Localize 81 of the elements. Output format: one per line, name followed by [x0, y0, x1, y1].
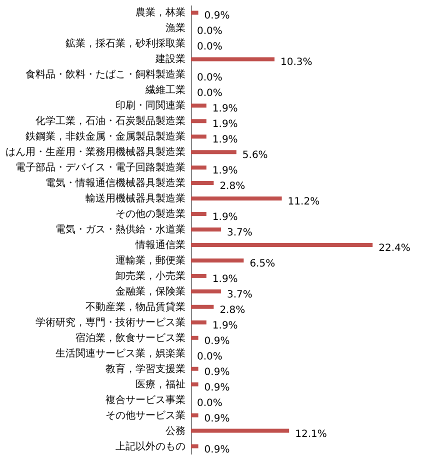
data-label: 5.6%	[242, 150, 268, 162]
bar	[191, 196, 282, 201]
y-tick-label: 宿泊業，飲食サービス業	[76, 332, 186, 344]
y-tick-label: 繊維工業	[144, 84, 186, 96]
y-tick-label: 医療，福祉	[136, 378, 186, 390]
y-tick-label: 複合サービス事業	[106, 394, 186, 406]
data-label: 1.9%	[212, 166, 238, 177]
y-tick-label: はん用・生産用・業務用機械器具製造業	[6, 146, 186, 158]
data-label: 1.9%	[212, 119, 238, 130]
y-tick-label: 輸送用機械器具製造業	[86, 192, 186, 205]
data-label: 0.9%	[204, 366, 230, 378]
y-tick-label: 上記以外のもの	[116, 440, 186, 452]
y-tick-label: 鉱業，採石業，砂利採取業	[66, 38, 186, 50]
y-tick-label: 建設業	[154, 53, 186, 66]
bar	[191, 104, 206, 108]
data-label: 0.9%	[204, 10, 230, 22]
data-label: 0.9%	[204, 382, 230, 394]
bar	[191, 242, 373, 247]
y-tick-label: 公務	[166, 424, 186, 437]
y-tick-label: 印刷・同関連業	[116, 100, 186, 112]
y-tick-label: 農業，林業	[136, 6, 186, 19]
bar	[191, 228, 221, 232]
y-tick-label: 電子部品・デバイス・電子回路製造業	[16, 162, 186, 174]
data-label: 0.0%	[197, 26, 222, 38]
data-label: 6.5%	[250, 258, 276, 270]
data-label: 0.0%	[197, 351, 222, 362]
y-tick-label: その他サービス業	[106, 409, 186, 422]
y-tick-label: 教育，学習支援業	[106, 362, 186, 375]
y-tick-label: 食料品・飲料・たばこ・飼料製造業	[26, 68, 186, 81]
bar	[191, 444, 198, 448]
y-tick-label: 生活関連サービス業，娯楽業	[56, 347, 186, 360]
data-label: 2.8%	[220, 304, 246, 316]
bar	[191, 320, 206, 324]
bar	[191, 150, 236, 154]
data-label: 1.9%	[212, 274, 238, 285]
bar	[191, 258, 244, 262]
bar	[191, 181, 214, 186]
data-label: 1.9%	[212, 320, 238, 332]
y-tick-label: 学術研究，専門・技術サービス業	[36, 316, 186, 328]
bar	[191, 366, 198, 371]
y-tick-label: 金融業，保険業	[116, 285, 186, 298]
data-label: 2.8%	[220, 181, 246, 192]
data-label: 0.9%	[204, 444, 230, 456]
data-label: 0.0%	[197, 42, 222, 53]
data-label: 1.9%	[212, 212, 238, 224]
data-label: 10.3%	[280, 57, 312, 68]
data-label: 3.7%	[226, 228, 252, 238]
data-label: 11.2%	[288, 196, 320, 208]
data-label: 0.0%	[197, 72, 222, 84]
bar	[191, 57, 275, 62]
data-label: 1.9%	[212, 134, 238, 146]
bar	[191, 413, 198, 418]
bar	[191, 166, 206, 170]
data-label: 0.0%	[197, 88, 222, 100]
bar	[191, 274, 206, 278]
y-tick-label: その他の製造業	[116, 208, 186, 220]
data-label: 3.7%	[226, 289, 252, 300]
data-label: 0.9%	[204, 336, 230, 347]
data-label: 12.1%	[295, 428, 327, 440]
y-tick-label: 電気・情報通信機械器具製造業	[46, 177, 186, 190]
data-label: 0.9%	[204, 413, 230, 424]
y-tick-label: 漁業	[166, 22, 186, 34]
bar	[191, 289, 221, 294]
bar	[191, 382, 198, 386]
data-label: 22.4%	[378, 242, 410, 254]
y-tick-label: 不動産業，物品賃貸業	[86, 300, 186, 313]
data-label: 1.9%	[212, 104, 238, 115]
bar	[191, 10, 198, 15]
bar	[191, 134, 206, 139]
bar	[191, 119, 206, 124]
y-tick-label: 化学工業，石油・石炭製品製造業	[36, 115, 186, 128]
y-tick-label: 情報通信業	[134, 238, 186, 251]
y-tick-label: 卸売業，小売業	[116, 270, 186, 282]
bar	[191, 212, 206, 216]
y-tick-label: 電気・ガス・熱供給・水道業	[56, 224, 186, 236]
bar	[191, 304, 214, 309]
y-tick-label: 運輸業，郵便業	[116, 254, 186, 266]
bar	[191, 336, 198, 340]
y-tick-label: 鉄鋼業，非鉄金属・金属製品製造業	[26, 130, 186, 143]
bar	[191, 428, 290, 433]
data-label: 0.0%	[197, 398, 222, 409]
